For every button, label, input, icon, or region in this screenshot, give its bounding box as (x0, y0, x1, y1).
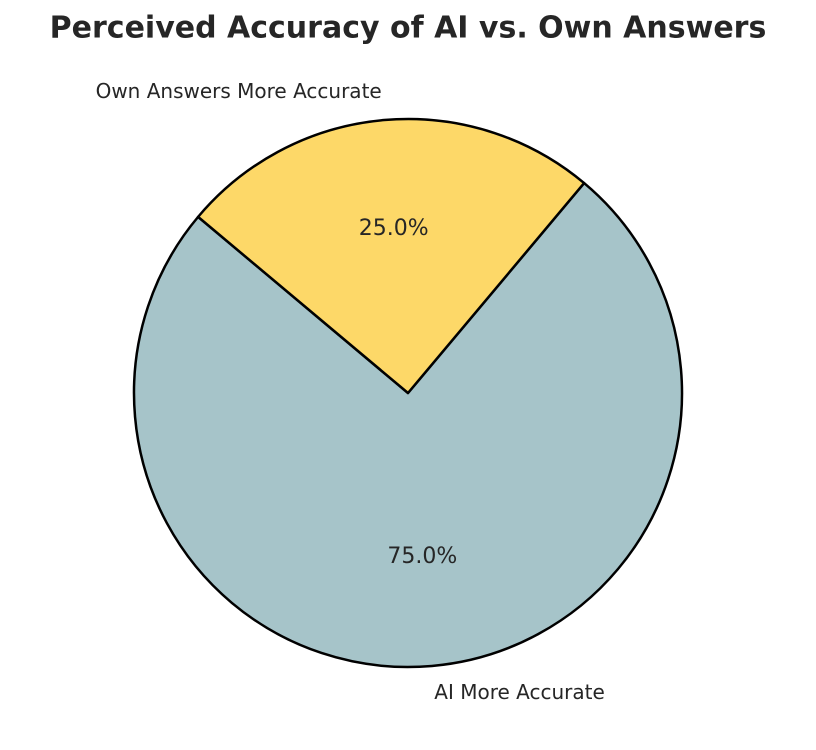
chart-title: Perceived Accuracy of AI vs. Own Answers (50, 11, 767, 46)
pie-slice (132, 181, 684, 669)
value-label: 25.0% (359, 216, 429, 241)
slice-label: AI More Accurate (434, 680, 605, 704)
value-label: 75.0% (387, 544, 457, 569)
pie-slice (196, 117, 586, 395)
slice-label: Own Answers More Accurate (96, 79, 382, 103)
